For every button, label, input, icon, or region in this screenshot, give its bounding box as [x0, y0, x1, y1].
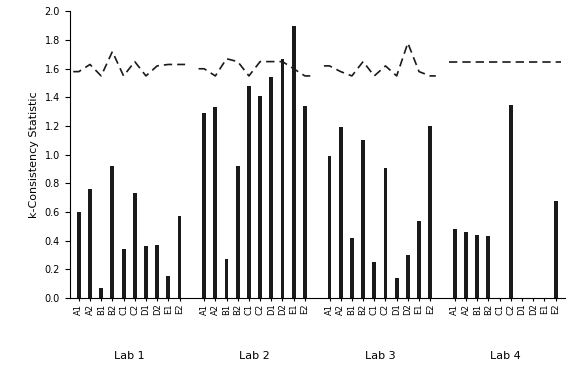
- Bar: [236, 166, 240, 298]
- Bar: [384, 168, 388, 298]
- Bar: [428, 126, 432, 298]
- Bar: [122, 249, 126, 298]
- Bar: [487, 236, 491, 298]
- Text: Lab 2: Lab 2: [239, 351, 270, 361]
- Bar: [281, 59, 285, 298]
- Bar: [247, 86, 251, 298]
- Bar: [77, 212, 81, 298]
- Bar: [178, 216, 182, 298]
- Bar: [372, 262, 376, 298]
- Bar: [406, 255, 410, 298]
- Bar: [225, 259, 229, 298]
- Bar: [166, 277, 171, 298]
- Bar: [88, 189, 92, 298]
- Bar: [155, 245, 159, 298]
- Bar: [202, 113, 206, 298]
- Bar: [339, 128, 343, 298]
- Bar: [99, 288, 103, 298]
- Bar: [361, 140, 365, 298]
- Bar: [453, 229, 457, 298]
- Text: Lab 4: Lab 4: [490, 351, 520, 361]
- Bar: [553, 201, 558, 298]
- Bar: [133, 193, 137, 298]
- Text: Lab 1: Lab 1: [114, 351, 144, 361]
- Bar: [509, 105, 513, 298]
- Bar: [292, 26, 296, 298]
- Bar: [214, 107, 217, 298]
- Bar: [144, 246, 148, 298]
- Y-axis label: k-Consistency Statistic: k-Consistency Statistic: [29, 91, 39, 218]
- Bar: [303, 106, 307, 298]
- Bar: [464, 232, 468, 298]
- Bar: [328, 156, 332, 298]
- Text: Lab 3: Lab 3: [364, 351, 395, 361]
- Bar: [395, 278, 399, 298]
- Bar: [417, 221, 421, 298]
- Bar: [111, 166, 114, 298]
- Bar: [258, 96, 262, 298]
- Bar: [350, 238, 354, 298]
- Bar: [269, 77, 274, 298]
- Bar: [475, 235, 479, 298]
